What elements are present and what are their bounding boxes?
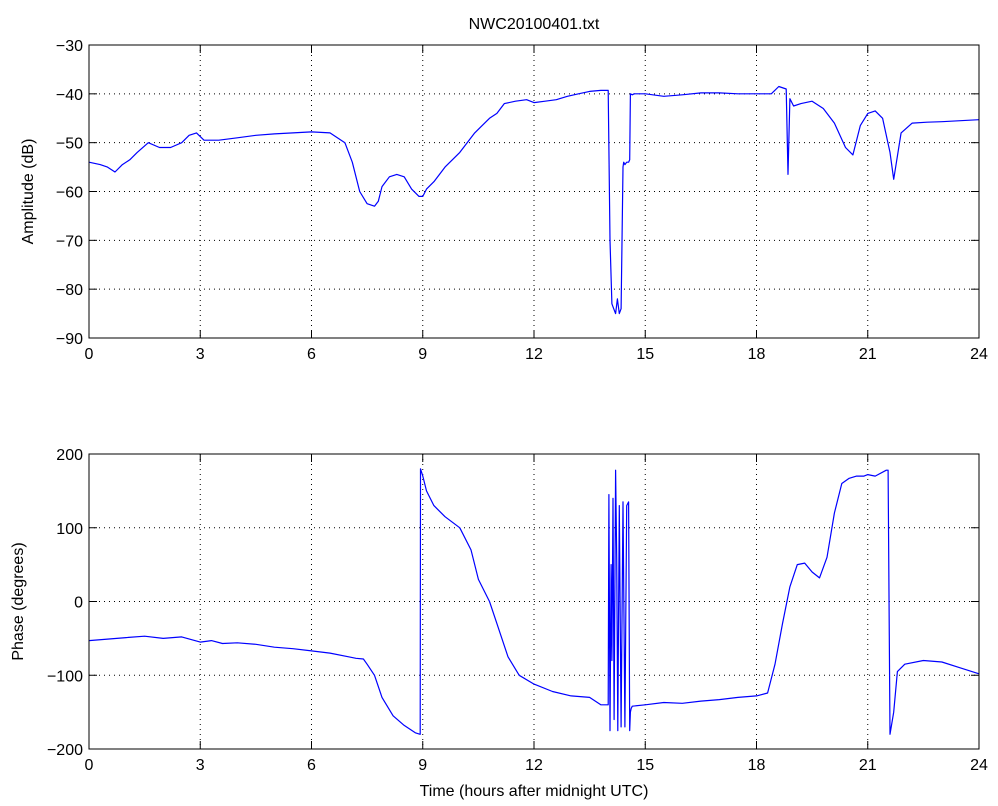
x-tick-label: 9 [418, 757, 427, 774]
chart-panel-1 [88, 44, 980, 339]
x-tick-label: 12 [525, 757, 543, 774]
y-tick-label: −60 [56, 185, 83, 202]
y-tick-label: 200 [56, 447, 83, 464]
y-tick-label: 100 [56, 521, 83, 538]
x-tick-label: 18 [748, 757, 766, 774]
y-tick-label: −80 [56, 282, 83, 299]
y-tick-label: −50 [56, 136, 83, 153]
x-tick-label: 24 [970, 346, 988, 363]
y-tick-label: −70 [56, 233, 83, 250]
x-tick-label: 3 [196, 346, 205, 363]
y-tick-label: −30 [56, 38, 83, 55]
series-line [88, 468, 980, 735]
x-tick-label: 24 [970, 757, 988, 774]
x-tick-label: 6 [307, 346, 316, 363]
x-tick-label: 15 [636, 346, 654, 363]
x-tick-label: 15 [636, 757, 654, 774]
x-tick-label: 0 [85, 757, 94, 774]
x-tick-label: 3 [196, 757, 205, 774]
x-tick-label: 21 [859, 346, 877, 363]
chart-panel-2 [88, 453, 980, 750]
x-tick-label: 0 [85, 346, 94, 363]
y-tick-label: −90 [56, 331, 83, 348]
y-tick-label: 0 [74, 595, 83, 612]
x-axis-label: Time (hours after midnight UTC) [420, 783, 649, 800]
x-tick-label: 9 [418, 346, 427, 363]
y-axis-label: Phase (degrees) [10, 542, 27, 660]
y-axis-label: Amplitude (dB) [20, 139, 37, 245]
x-tick-label: 6 [307, 757, 316, 774]
chart-title: NWC20100401.txt [469, 16, 600, 33]
y-tick-label: −200 [47, 742, 83, 759]
x-tick-label: 21 [859, 757, 877, 774]
x-tick-label: 18 [748, 346, 766, 363]
y-tick-label: −100 [47, 668, 83, 685]
x-tick-label: 12 [525, 346, 543, 363]
y-tick-label: −40 [56, 87, 83, 104]
series-line [88, 85, 980, 315]
